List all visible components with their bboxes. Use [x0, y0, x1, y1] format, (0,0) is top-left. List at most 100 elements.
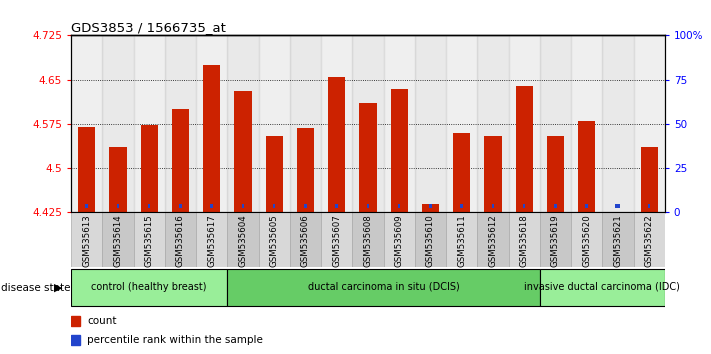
Bar: [71, 35, 102, 212]
Bar: [383, 35, 415, 212]
Bar: [203, 65, 220, 212]
Bar: [321, 212, 353, 267]
Bar: [602, 35, 634, 212]
Bar: [540, 212, 571, 267]
Text: GSM535618: GSM535618: [520, 214, 529, 267]
Bar: [259, 212, 290, 267]
Bar: [134, 212, 165, 267]
Bar: [615, 204, 621, 208]
Bar: [141, 125, 158, 212]
Bar: [297, 128, 314, 212]
Text: ▶: ▶: [54, 282, 63, 293]
Bar: [165, 35, 196, 212]
Bar: [117, 204, 119, 208]
Bar: [415, 35, 446, 212]
Bar: [523, 204, 525, 208]
Text: GSM535611: GSM535611: [457, 214, 466, 267]
Text: disease state: disease state: [1, 282, 70, 293]
Text: GSM535607: GSM535607: [332, 214, 341, 267]
Bar: [290, 35, 321, 212]
Text: GDS3853 / 1566735_at: GDS3853 / 1566735_at: [71, 21, 226, 34]
Bar: [336, 204, 338, 208]
Bar: [196, 35, 228, 212]
Bar: [179, 204, 182, 208]
Text: ductal carcinoma in situ (DCIS): ductal carcinoma in situ (DCIS): [308, 282, 459, 292]
Text: GSM535614: GSM535614: [114, 214, 122, 267]
Bar: [196, 212, 228, 267]
Bar: [540, 35, 571, 212]
Bar: [477, 212, 508, 267]
Bar: [228, 269, 540, 306]
Bar: [134, 35, 165, 212]
Text: GSM535613: GSM535613: [82, 214, 91, 267]
Bar: [602, 212, 634, 267]
Bar: [235, 91, 252, 212]
Text: GSM535604: GSM535604: [238, 214, 247, 267]
Bar: [259, 35, 290, 212]
Bar: [415, 212, 446, 267]
Bar: [461, 204, 463, 208]
Bar: [71, 316, 80, 326]
Bar: [429, 204, 432, 208]
Bar: [446, 212, 477, 267]
Text: GSM535610: GSM535610: [426, 214, 435, 267]
Bar: [446, 35, 477, 212]
Bar: [228, 35, 259, 212]
Text: GSM535617: GSM535617: [207, 214, 216, 267]
Text: percentile rank within the sample: percentile rank within the sample: [87, 335, 263, 345]
Bar: [290, 212, 321, 267]
Text: control (healthy breast): control (healthy breast): [92, 282, 207, 292]
Bar: [634, 35, 665, 212]
Text: GSM535621: GSM535621: [614, 214, 622, 267]
Bar: [492, 204, 494, 208]
Bar: [367, 204, 369, 208]
Bar: [210, 204, 213, 208]
Text: invasive ductal carcinoma (IDC): invasive ductal carcinoma (IDC): [524, 282, 680, 292]
Bar: [109, 148, 127, 212]
Bar: [78, 127, 95, 212]
Bar: [508, 35, 540, 212]
Bar: [353, 35, 383, 212]
Bar: [148, 204, 151, 208]
Bar: [585, 204, 588, 208]
Bar: [71, 335, 80, 345]
Bar: [71, 212, 102, 267]
Bar: [540, 269, 665, 306]
Bar: [102, 35, 134, 212]
Text: GSM535615: GSM535615: [145, 214, 154, 267]
Bar: [102, 212, 134, 267]
Text: GSM535620: GSM535620: [582, 214, 591, 267]
Bar: [398, 204, 400, 208]
Bar: [266, 136, 283, 212]
Bar: [634, 212, 665, 267]
Bar: [453, 133, 470, 212]
Text: GSM535616: GSM535616: [176, 214, 185, 267]
Bar: [353, 212, 383, 267]
Text: GSM535622: GSM535622: [645, 214, 653, 267]
Bar: [383, 212, 415, 267]
Bar: [165, 212, 196, 267]
Bar: [477, 35, 508, 212]
Bar: [422, 204, 439, 212]
Text: GSM535609: GSM535609: [395, 214, 404, 267]
Bar: [328, 77, 346, 212]
Bar: [242, 204, 245, 208]
Bar: [273, 204, 275, 208]
Text: GSM535605: GSM535605: [269, 214, 279, 267]
Bar: [359, 103, 377, 212]
Bar: [554, 204, 557, 208]
Text: count: count: [87, 316, 117, 326]
Bar: [571, 212, 602, 267]
Bar: [547, 136, 564, 212]
Bar: [515, 86, 533, 212]
Bar: [304, 204, 306, 208]
Bar: [172, 109, 189, 212]
Bar: [648, 204, 651, 208]
Bar: [228, 212, 259, 267]
Bar: [321, 35, 353, 212]
Bar: [85, 204, 88, 208]
Text: GSM535608: GSM535608: [363, 214, 373, 267]
Text: GSM535606: GSM535606: [301, 214, 310, 267]
Bar: [484, 136, 501, 212]
Text: GSM535612: GSM535612: [488, 214, 498, 267]
